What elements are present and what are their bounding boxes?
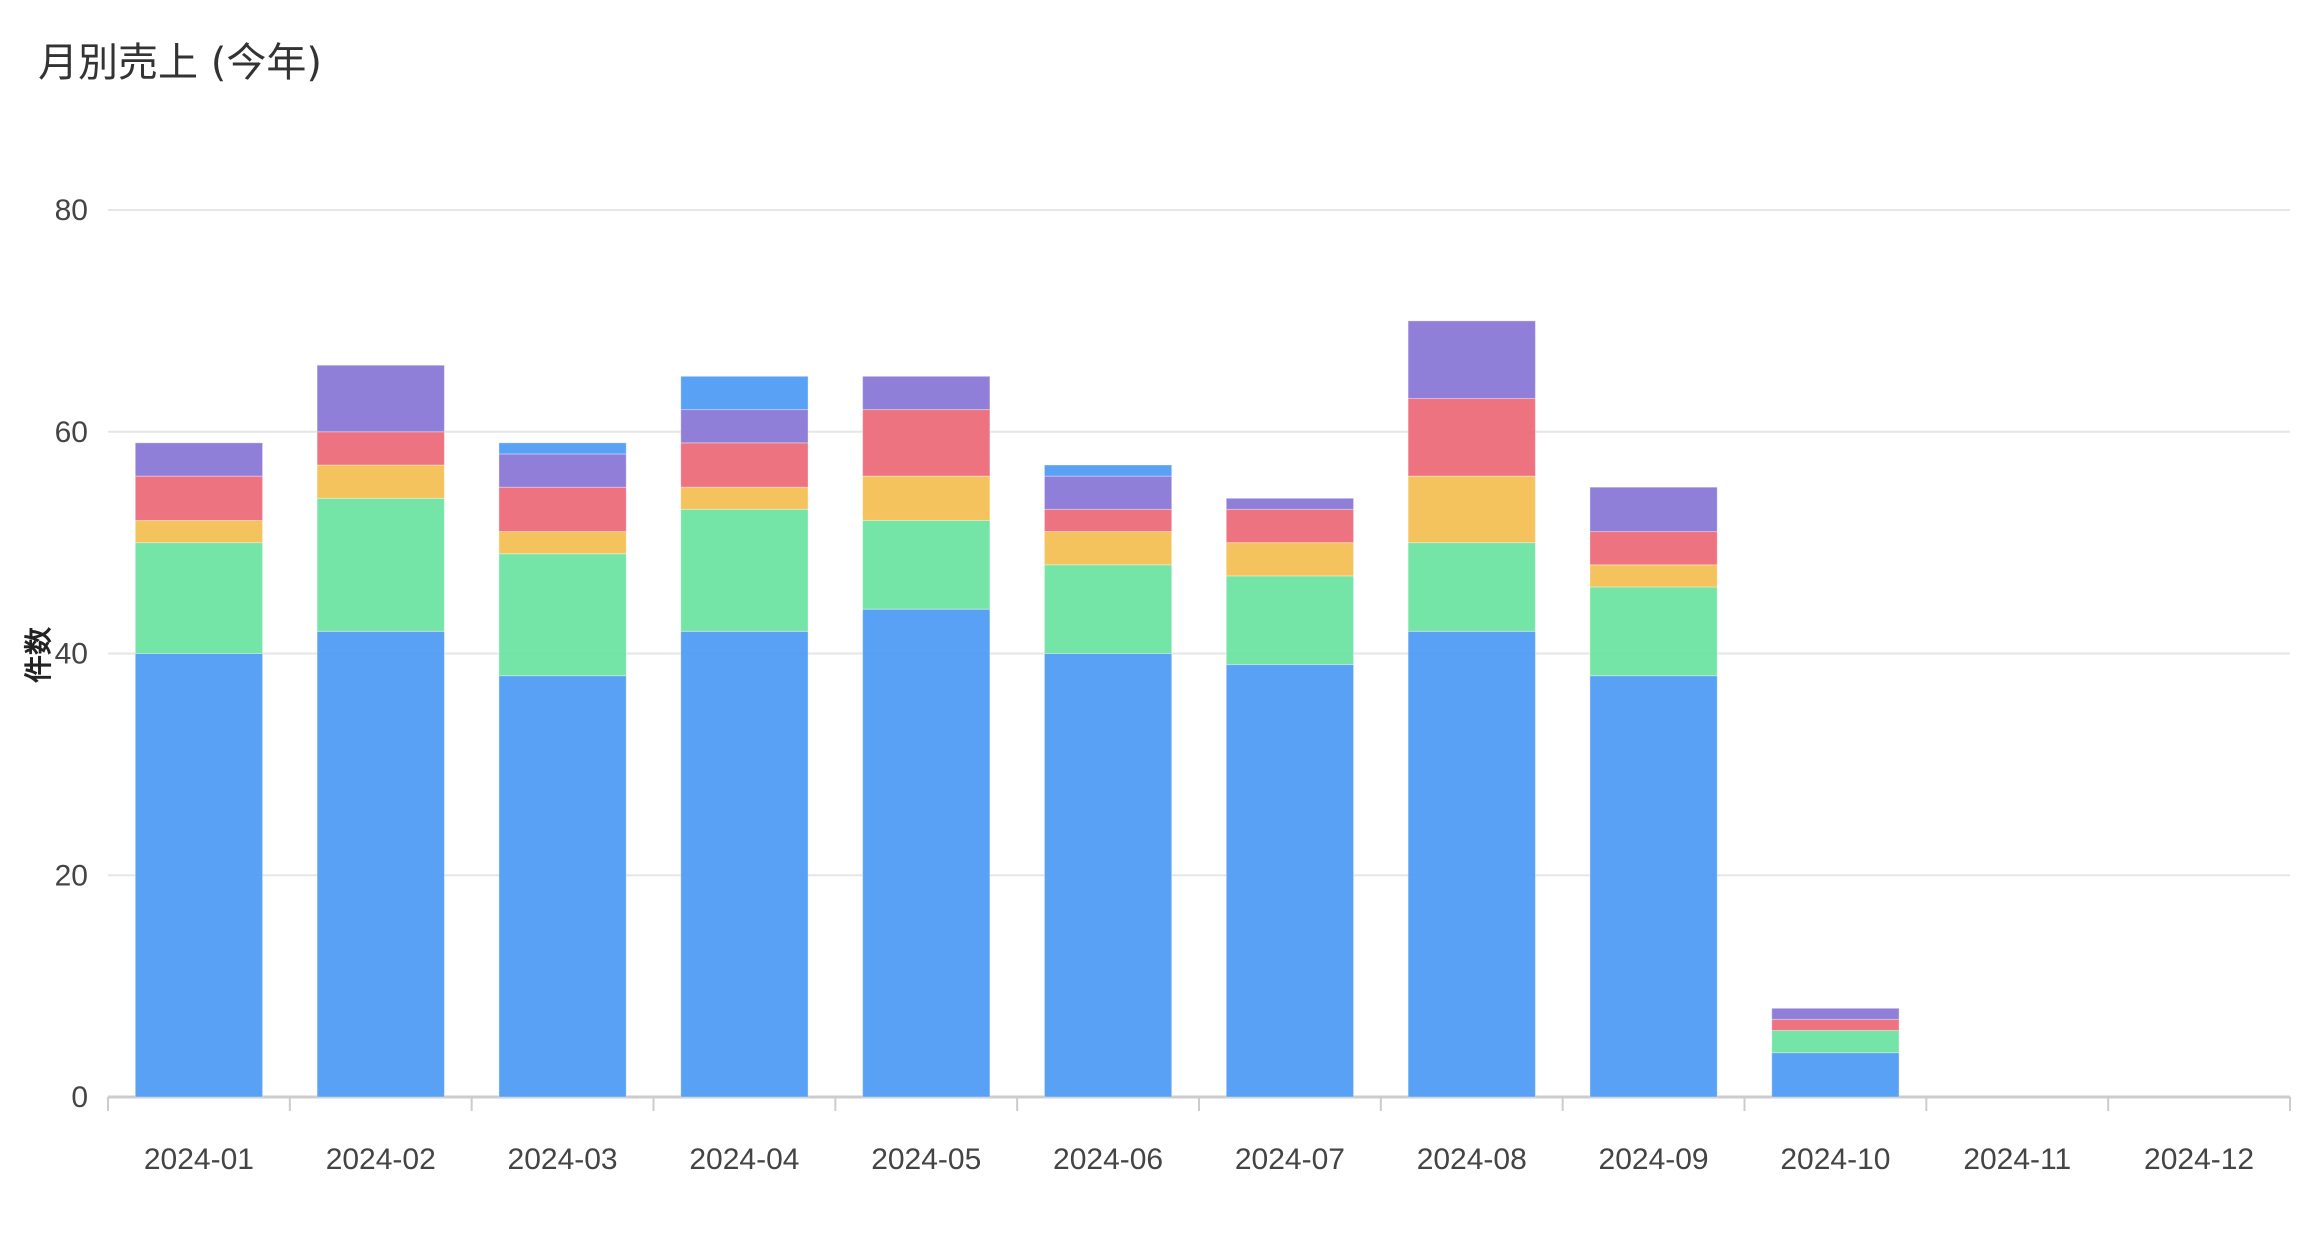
bar-segment[interactable] [1043,653,1173,1098]
bar-segment[interactable] [1043,464,1173,477]
bar-segment[interactable] [316,431,445,466]
x-tick-label: 2024-01 [144,1143,254,1176]
x-tick-label: 2024-05 [871,1143,981,1176]
bar-segment[interactable] [1589,586,1718,677]
bar-segment[interactable] [680,486,809,510]
bar-segment[interactable] [316,364,445,433]
bar-segment[interactable] [316,497,445,632]
bar-segment[interactable] [1043,508,1173,533]
bar-segment[interactable] [1225,508,1355,544]
bar-segment[interactable] [1407,542,1536,632]
bar-segment[interactable] [680,375,809,411]
x-tick-label: 2024-07 [1235,1143,1345,1176]
bar-segment[interactable] [316,630,445,1098]
bar-segment[interactable] [862,375,991,411]
bar-segment[interactable] [1407,397,1536,477]
x-tick-label: 2024-02 [326,1143,436,1176]
bar-segment[interactable] [498,453,627,488]
bar-segment[interactable] [1407,630,1536,1098]
x-tick-label: 2024-09 [1599,1143,1709,1176]
bar-segment[interactable] [680,442,809,488]
bar-segment[interactable] [1589,486,1718,533]
x-tick-label: 2024-04 [689,1143,799,1176]
bar-segment[interactable] [134,542,264,654]
y-tick-label: 0 [71,1081,88,1114]
y-tick-label: 20 [55,859,88,892]
y-axis: 0 20 40 60 80 [55,194,88,1114]
bar-segment[interactable] [1771,1029,1900,1054]
bar-segment[interactable] [680,630,809,1098]
bar-segment[interactable] [134,442,264,477]
y-tick-label: 40 [55,638,88,671]
y-tick-label: 60 [55,416,88,449]
bar-segment[interactable] [498,442,627,455]
bar-segment[interactable] [1225,497,1355,510]
bar-segment[interactable] [1043,564,1173,654]
bar-segment[interactable] [1043,531,1173,566]
y-tick-label: 80 [55,194,88,227]
x-tick-label: 2024-12 [2144,1143,2254,1176]
x-axis: 2024-01 2024-02 2024-03 2024-04 2024-05 2024-… [107,1097,2291,1176]
x-tick-label: 2024-10 [1780,1143,1890,1176]
bar-segment[interactable] [862,409,991,477]
bar-segment[interactable] [134,519,264,544]
x-tick-label: 2024-11 [1963,1143,2071,1176]
bar-segment[interactable] [1771,1052,1900,1098]
bar-segment[interactable] [1043,475,1173,510]
bar-segment[interactable] [498,486,627,533]
bar-segment[interactable] [1589,531,1718,566]
x-tick-label: 2024-03 [508,1143,618,1176]
bar-segment[interactable] [1407,320,1536,399]
bar-segment[interactable] [862,519,991,610]
x-tick-label: 2024-06 [1053,1143,1163,1176]
bar-segment[interactable] [680,508,809,632]
y-axis-title: 件数 [22,626,55,683]
bar-segment[interactable] [1225,664,1355,1098]
bar-segment[interactable] [1771,1007,1900,1020]
bar-segment[interactable] [498,675,627,1098]
chart-title: 月別売上 (今年) [38,40,322,86]
bar-segment[interactable] [316,464,445,499]
bar-segment[interactable] [1407,475,1536,544]
bar-segment[interactable] [680,409,809,444]
bar-segment[interactable] [1771,1018,1900,1031]
bar-segment[interactable] [1225,575,1355,666]
bar-segment[interactable] [498,553,627,677]
bar-segment[interactable] [134,653,264,1098]
bar-segment[interactable] [862,475,991,521]
bar-segment[interactable] [1589,675,1718,1098]
bar-segment[interactable] [1589,564,1718,588]
x-tick-label: 2024-08 [1417,1143,1527,1176]
bar-segment[interactable] [498,531,627,555]
bar-segment[interactable] [134,475,264,521]
bar-segment[interactable] [862,608,991,1098]
bar-segment[interactable] [1225,542,1355,577]
bars [134,320,1900,1098]
